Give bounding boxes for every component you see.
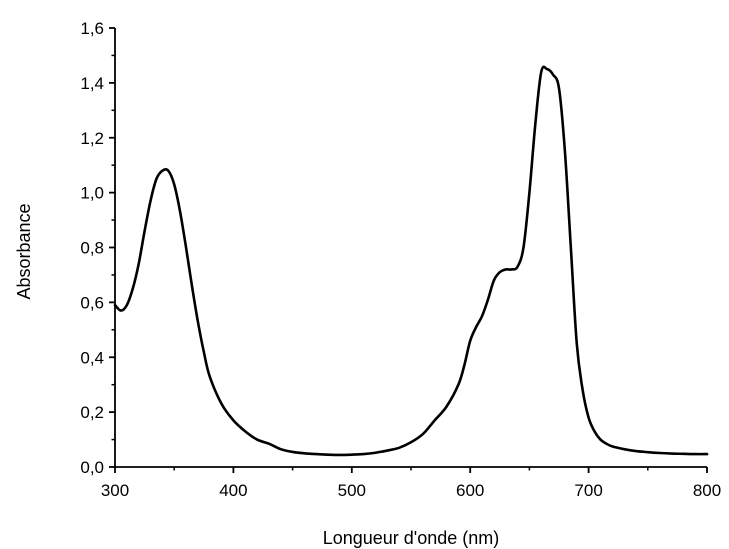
- y-tick-label-7: 1,4: [80, 74, 104, 93]
- y-tick-label-5: 1,0: [80, 184, 104, 203]
- y-tick-label-1: 0,2: [80, 403, 104, 422]
- y-tick-label-0: 0,0: [80, 458, 104, 477]
- y-tick-label-3: 0,6: [80, 293, 104, 312]
- x-tick-label-4: 700: [574, 481, 602, 500]
- x-axis-ticks: 300 400 500 600 700 800: [101, 467, 721, 500]
- x-tick-label-3: 600: [456, 481, 484, 500]
- y-axis-title: Absorbance: [14, 203, 34, 299]
- y-tick-label-2: 0,4: [80, 348, 104, 367]
- y-tick-label-8: 1,6: [80, 19, 104, 38]
- series-line: [113, 65, 709, 457]
- y-axis-ticks: 0,0 0,2 0,4 0,6 0,8 1,0 1,2 1,4 1,6: [80, 19, 115, 477]
- x-tick-label-5: 800: [693, 481, 721, 500]
- x-axis-title: Longueur d'onde (nm): [323, 528, 500, 548]
- y-tick-label-6: 1,2: [80, 129, 104, 148]
- x-tick-label-2: 500: [338, 481, 366, 500]
- y-tick-label-4: 0,8: [80, 239, 104, 258]
- x-tick-label-0: 300: [101, 481, 129, 500]
- x-tick-label-1: 400: [219, 481, 247, 500]
